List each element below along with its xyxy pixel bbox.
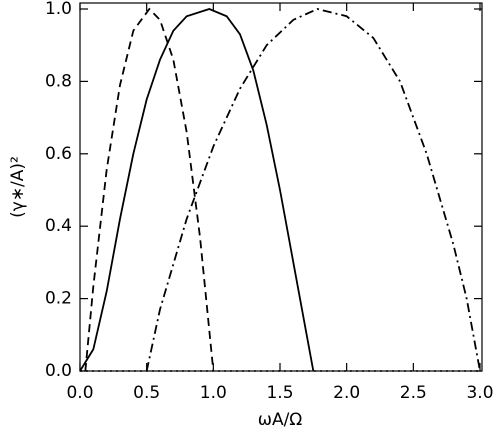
y-tick-label: 0.8: [45, 71, 72, 91]
series-line: [84, 7, 215, 372]
y-tick-label: 0.6: [45, 144, 72, 164]
x-tick-label: 3.0: [466, 383, 493, 403]
x-tick-label: 2.5: [400, 383, 427, 403]
x-tick-label: 2.0: [333, 383, 360, 403]
plot-frame: [79, 2, 483, 372]
x-tick-label: 1.0: [200, 383, 227, 403]
y-tick-label: 0.0: [45, 361, 72, 381]
y-axis-label: (γ∗/A)²: [8, 156, 28, 218]
x-tick-label: 0.5: [133, 383, 160, 403]
series-line: [145, 8, 481, 372]
x-tick-label: 0.0: [66, 383, 93, 403]
series-line: [79, 8, 315, 372]
x-axis-label: ωA/Ω: [258, 410, 303, 430]
y-tick-label: 1.0: [45, 0, 72, 19]
y-tick-label: 0.2: [45, 289, 72, 309]
x-tick-label: 1.5: [266, 383, 293, 403]
y-tick-label: 0.4: [45, 216, 72, 236]
